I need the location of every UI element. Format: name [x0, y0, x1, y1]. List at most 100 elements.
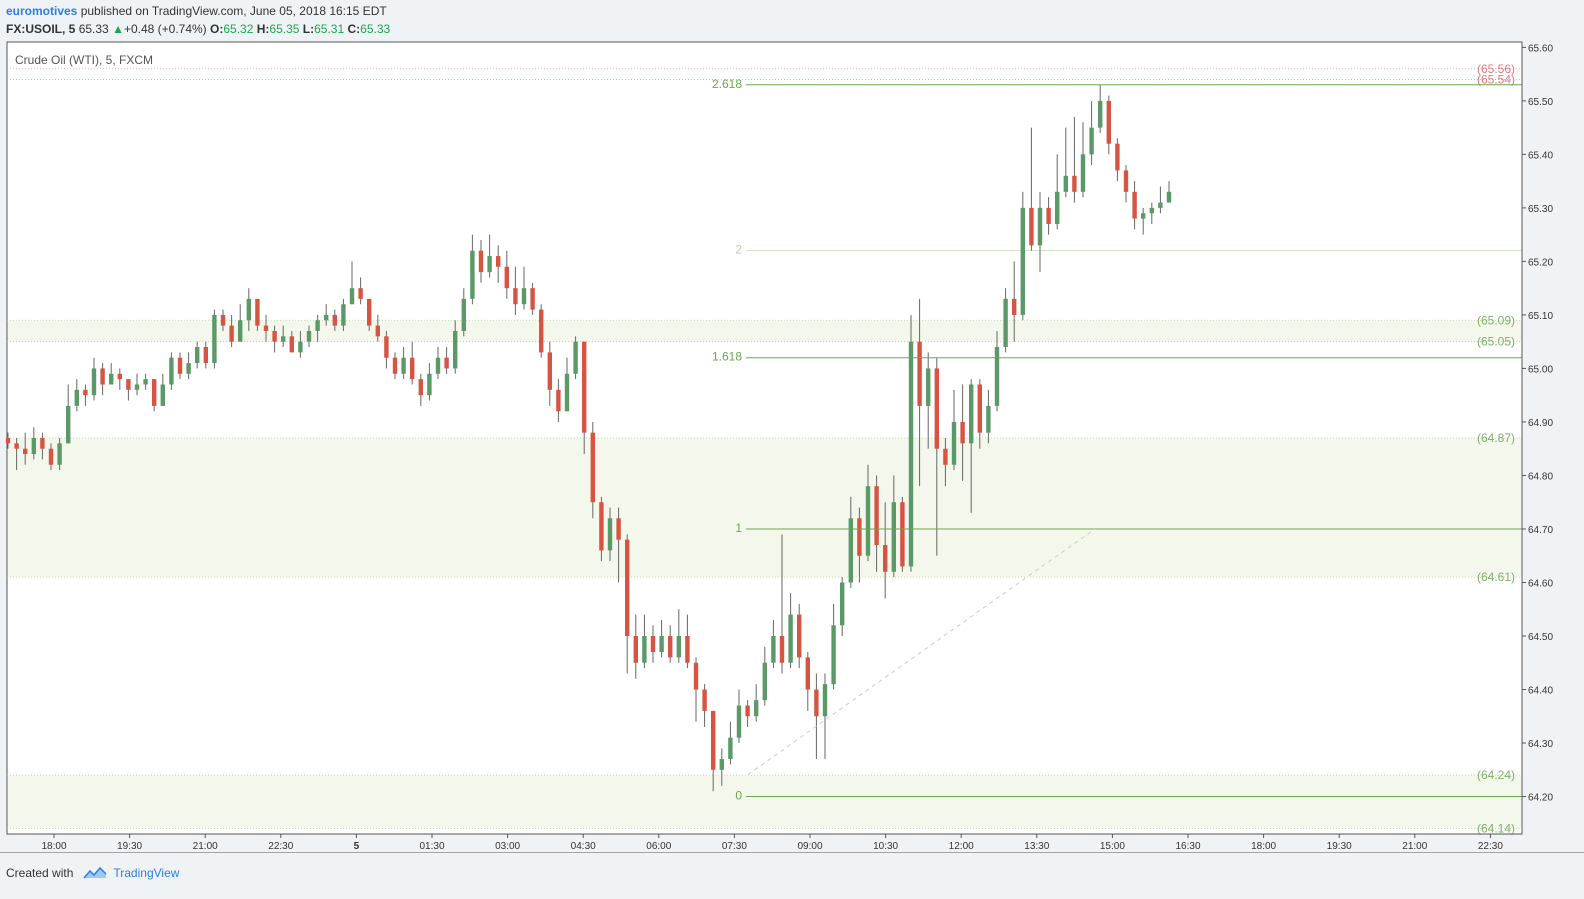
- y-tick-label: 64.30: [1528, 739, 1553, 750]
- candle-body: [865, 486, 871, 556]
- candle-body: [306, 330, 312, 342]
- y-tick-label: 65.30: [1528, 204, 1553, 215]
- symbol-legend: FX:USOIL, 5 65.33 ▲+0.48 (+0.74%) O:65.3…: [6, 22, 390, 36]
- candle-body: [702, 689, 707, 711]
- high-label: H:: [256, 22, 270, 36]
- x-tick-label: 22:30: [1478, 841, 1503, 852]
- tradingview-brand[interactable]: TradingView: [113, 866, 180, 880]
- x-tick-label: 18:00: [1251, 841, 1276, 852]
- candle-body: [625, 539, 630, 636]
- candle-body: [496, 256, 501, 267]
- zone-band: [8, 320, 1521, 342]
- candle-body: [117, 373, 122, 380]
- zone-bottom-label: (65.54): [1477, 72, 1515, 86]
- candle-body: [453, 330, 458, 369]
- candle-body: [1003, 298, 1008, 348]
- low-value: 65.31: [314, 22, 345, 36]
- candle-body: [754, 700, 759, 717]
- candle-body: [1063, 175, 1068, 192]
- y-tick-label: 65.60: [1528, 43, 1553, 54]
- candle-body: [1106, 100, 1111, 144]
- zone-top-label: (64.87): [1477, 431, 1515, 445]
- candle-body: [478, 250, 484, 273]
- candle-body: [762, 662, 767, 701]
- candle-body: [1141, 213, 1146, 219]
- candle-body: [5, 438, 11, 444]
- candle-body: [797, 614, 802, 658]
- zone-bottom-label: (64.61): [1477, 570, 1515, 584]
- candle-body: [693, 662, 699, 690]
- tradingview-logo-icon[interactable]: [83, 866, 107, 880]
- x-tick-label: 07:30: [722, 841, 747, 852]
- open-value: 65.32: [223, 22, 254, 36]
- candle-body: [676, 636, 681, 658]
- candle-body: [685, 636, 690, 663]
- candle-body: [31, 438, 36, 455]
- author-link[interactable]: euromotives: [6, 4, 78, 18]
- candle-body: [590, 432, 595, 503]
- candle-body: [57, 443, 62, 465]
- x-tick-label: 04:30: [571, 841, 596, 852]
- candle-body: [281, 336, 286, 342]
- candle-body: [1166, 191, 1172, 203]
- candle-body: [410, 357, 415, 380]
- x-tick-label: 18:00: [41, 841, 66, 852]
- candle-body: [48, 448, 54, 465]
- x-tick-label: 21:00: [193, 841, 218, 852]
- candle-body: [539, 309, 544, 353]
- candle-body: [418, 379, 423, 396]
- candle-body: [186, 363, 191, 374]
- y-tick-label: 64.80: [1528, 471, 1553, 482]
- chart-title: Crude Oil (WTI), 5, FXCM: [15, 53, 153, 67]
- candle-body: [1012, 298, 1017, 315]
- candle-body: [822, 684, 828, 717]
- candle-body: [857, 518, 862, 556]
- x-tick-label: 13:30: [1024, 841, 1049, 852]
- candle-body: [289, 336, 294, 353]
- candle-body: [711, 710, 716, 770]
- candle-body: [298, 341, 303, 353]
- candle-body: [384, 336, 389, 358]
- close-value: 65.33: [360, 22, 391, 36]
- fib-level-label: 1: [735, 521, 742, 535]
- candle-body: [487, 256, 492, 273]
- symbol-name: FX:USOIL, 5: [6, 22, 76, 36]
- y-tick-label: 65.00: [1528, 364, 1553, 375]
- candle-body: [375, 325, 380, 337]
- candle-body: [779, 636, 785, 663]
- y-tick-label: 65.40: [1528, 150, 1553, 161]
- y-tick-label: 64.70: [1528, 525, 1553, 536]
- candle-body: [917, 341, 922, 406]
- candle-body: [470, 250, 475, 299]
- candle-body: [1115, 143, 1120, 171]
- candle-body: [960, 421, 965, 444]
- candle-body: [392, 357, 398, 374]
- fib-level-label: 2: [735, 243, 742, 257]
- candle-body: [1020, 207, 1025, 315]
- candle-body: [427, 373, 432, 396]
- candle-body: [401, 357, 406, 374]
- candle-body: [986, 405, 991, 433]
- up-arrow-icon: ▲: [112, 22, 124, 36]
- candle-body: [891, 502, 896, 572]
- fib-level-label: 1.618: [712, 350, 742, 364]
- candle-body: [719, 759, 724, 770]
- candle-body: [994, 347, 1000, 406]
- y-tick-label: 64.20: [1528, 793, 1553, 804]
- fib-trend-line: [747, 528, 1096, 775]
- x-tick-label: 5: [354, 841, 360, 852]
- x-tick-label: 10:30: [873, 841, 898, 852]
- candle-body: [40, 438, 45, 449]
- candle-body: [315, 320, 320, 331]
- x-tick-label: 03:00: [495, 841, 520, 852]
- candle-body: [883, 545, 888, 572]
- price-change: +0.48 (+0.74%): [123, 22, 207, 36]
- zone-bottom-label: (64.14): [1477, 822, 1515, 836]
- candle-body: [134, 384, 140, 390]
- candle-body: [736, 705, 742, 738]
- candle-body: [66, 405, 71, 444]
- candle-body: [23, 448, 28, 455]
- candle-body: [951, 421, 957, 465]
- close-label: C:: [347, 22, 361, 36]
